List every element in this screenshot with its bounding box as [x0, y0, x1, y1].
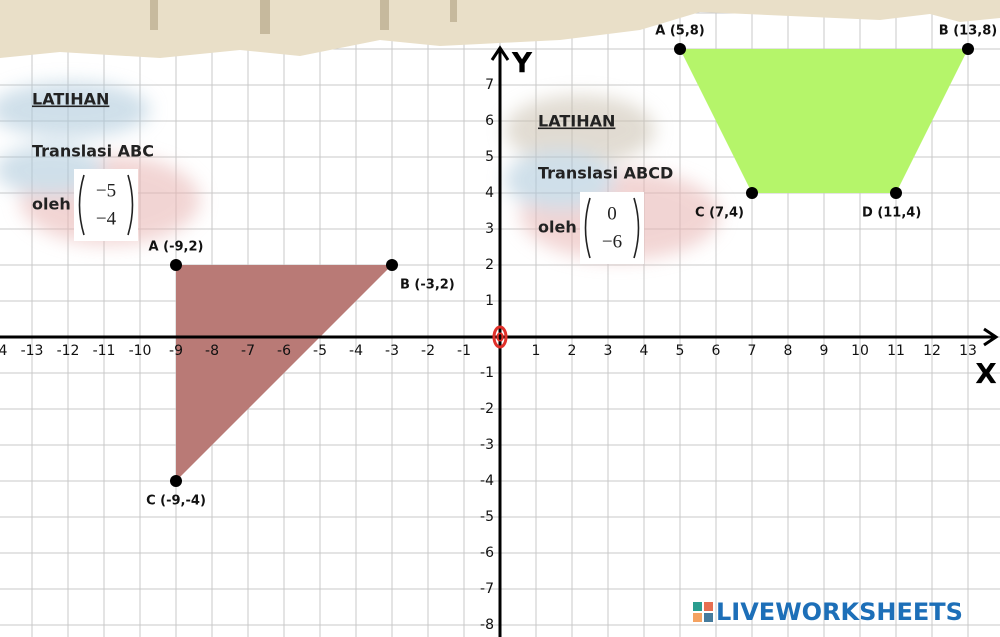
x-tick-label: 3	[604, 343, 613, 359]
x-tick-label: 7	[748, 343, 757, 359]
y-tick-label: -5	[480, 509, 494, 525]
vector-entry: −4	[96, 208, 117, 229]
paren	[633, 197, 640, 259]
x-tick-label: 9	[820, 343, 829, 359]
vector-entry: 0	[607, 203, 617, 224]
x-axis-label: X	[975, 357, 997, 390]
x-tick-label: 4	[640, 343, 649, 359]
y-tick-label: -6	[480, 545, 494, 561]
x-tick-label: -14	[0, 343, 8, 359]
x-tick-label: -11	[93, 343, 116, 359]
vector-box	[74, 169, 138, 241]
x-tick-label: -13	[21, 343, 44, 359]
y-tick-label: -7	[480, 581, 494, 597]
vertex	[674, 43, 686, 55]
origin-label: 0	[496, 331, 504, 345]
x-tick-label: 11	[887, 343, 905, 359]
exercise-by: oleh	[32, 195, 71, 214]
vertex-label: A (5,8)	[655, 24, 705, 39]
vector-entry: −6	[602, 231, 622, 252]
vertex-label: B (-3,2)	[400, 278, 455, 293]
x-tick-label: -2	[421, 343, 435, 359]
vertex-label: C (-9,-4)	[146, 494, 206, 509]
vertex-label: B (13,8)	[939, 24, 997, 39]
x-tick-label: -7	[241, 343, 255, 359]
y-tick-label: -1	[480, 365, 494, 381]
x-tick-label: -9	[169, 343, 183, 359]
x-tick-label: 10	[851, 343, 869, 359]
y-tick-label: -2	[480, 401, 494, 417]
vertex	[746, 187, 758, 199]
x-tick-label: -10	[129, 343, 152, 359]
vertex	[170, 475, 182, 487]
y-tick-label: -3	[480, 437, 494, 453]
vertex-label: A (-9,2)	[149, 240, 204, 255]
x-tick-label: 12	[923, 343, 941, 359]
x-tick-label: 13	[959, 343, 977, 359]
x-tick-label: 8	[784, 343, 793, 359]
y-tick-label: 7	[485, 77, 494, 93]
y-tick-label: 2	[485, 257, 494, 273]
x-arrow	[983, 327, 999, 347]
paren	[584, 197, 591, 259]
vector-entry: −5	[96, 180, 116, 201]
exercise-title: LATIHAN	[538, 112, 615, 131]
x-tick-label: -8	[205, 343, 219, 359]
x-tick-label: 2	[568, 343, 577, 359]
y-tick-label: -8	[480, 617, 494, 633]
paren	[78, 174, 85, 236]
x-tick-label: 1	[532, 343, 541, 359]
y-tick-label: -4	[480, 473, 494, 489]
exercise-task: Translasi ABCD	[538, 164, 673, 183]
exercise-by: oleh	[538, 218, 577, 237]
y-axis-label: Y	[511, 46, 533, 79]
x-tick-label: -1	[457, 343, 471, 359]
vector-box	[580, 192, 644, 264]
vertex	[386, 259, 398, 271]
brand: LIVEWORKSHEETS	[716, 598, 963, 626]
vertex	[170, 259, 182, 271]
x-tick-label: -6	[277, 343, 291, 359]
x-tick-label: -5	[313, 343, 327, 359]
x-tick-label: -12	[57, 343, 80, 359]
vertex	[962, 43, 974, 55]
brand-logo: LIVEWORKSHEETS	[693, 598, 963, 626]
paper-texture	[150, 0, 457, 34]
x-tick-label: 5	[676, 343, 685, 359]
shape	[680, 49, 968, 193]
y-tick-label: 3	[485, 221, 494, 237]
y-arrow	[490, 45, 510, 61]
x-tick-label: -3	[385, 343, 399, 359]
paren	[127, 174, 134, 236]
vertex-label: C (7,4)	[695, 206, 744, 221]
origin-marker	[492, 325, 508, 349]
x-tick-label: -4	[349, 343, 363, 359]
y-tick-label: 6	[485, 113, 494, 129]
torn-paper	[0, 0, 1000, 58]
y-tick-label: 5	[485, 149, 494, 165]
exercise-task: Translasi ABC	[32, 142, 154, 161]
vertex-label: D (11,4)	[862, 206, 921, 221]
exercise-title: LATIHAN	[32, 90, 109, 109]
vertex	[890, 187, 902, 199]
y-tick-label: 1	[485, 293, 494, 309]
shape	[176, 265, 392, 481]
y-tick-label: 4	[485, 185, 494, 201]
x-tick-label: 6	[712, 343, 721, 359]
